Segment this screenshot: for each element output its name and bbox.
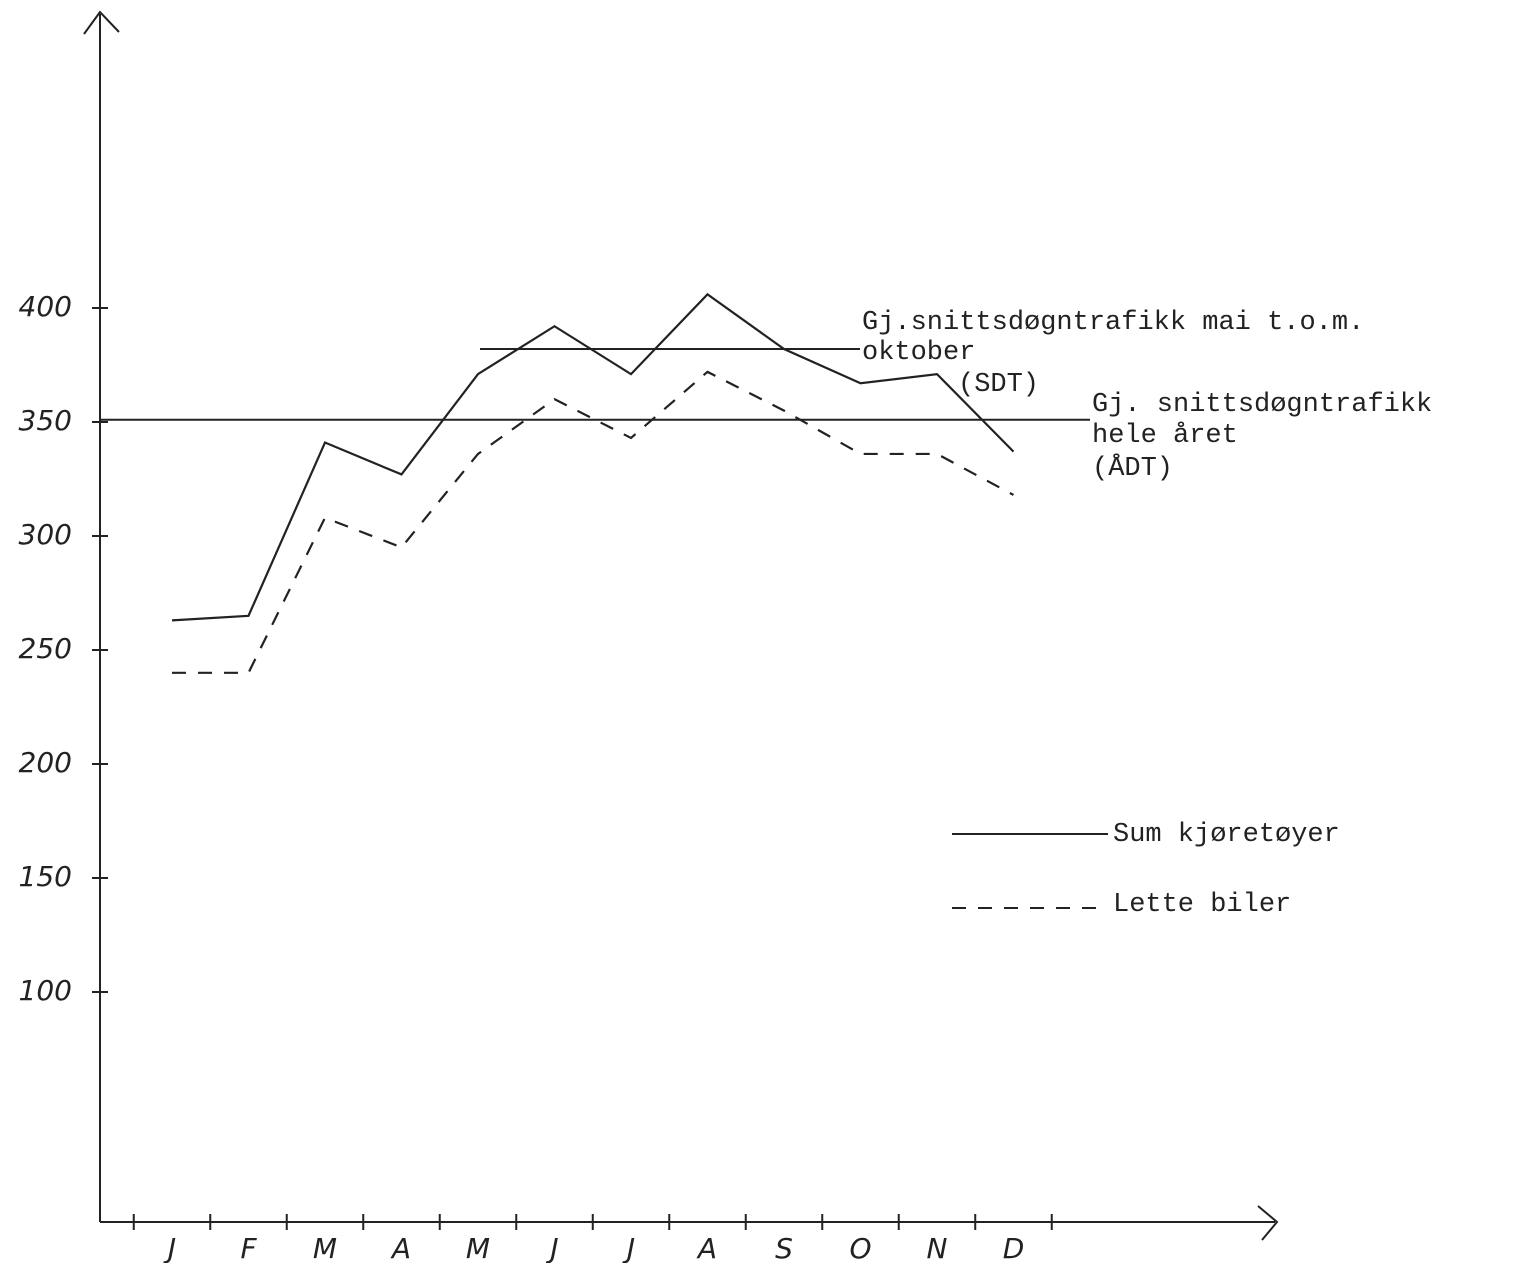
reference-label: (SDT) — [958, 370, 1039, 400]
legend-label: Lette biler — [1113, 890, 1291, 920]
legend-label: Sum kjøretøyer — [1113, 820, 1340, 850]
y-tick-label: 350 — [19, 404, 72, 437]
y-tick-label: 200 — [19, 746, 72, 779]
x-tick-label: M — [466, 1232, 490, 1263]
axes — [83, 10, 1279, 1241]
x-tick-label: D — [1003, 1232, 1025, 1263]
y-tick-label: 150 — [19, 860, 72, 893]
y-tick-label: 300 — [19, 518, 72, 551]
x-tick-label: O — [849, 1232, 871, 1263]
x-tick-label: A — [696, 1232, 717, 1263]
x-tick-label: J — [622, 1232, 635, 1263]
series-line — [172, 370, 1015, 674]
reference-label: Gj. snittsdøgntrafikk — [1092, 390, 1432, 420]
y-tick-label: 400 — [19, 290, 72, 323]
reference-label: (ÅDT) — [1092, 453, 1173, 484]
y-tick-label: 100 — [19, 974, 72, 1007]
reference-label: hele året — [1092, 421, 1238, 451]
x-tick-label: S — [775, 1232, 793, 1263]
x-tick-label: J — [163, 1232, 176, 1263]
y-tick-label: 250 — [19, 632, 72, 665]
reference-label: Gj.snittsdøgntrafikk mai t.o.m. — [862, 308, 1364, 338]
x-tick-label: A — [390, 1232, 411, 1263]
y-axis-arrow — [83, 10, 120, 35]
series-line — [171, 292, 1015, 622]
x-axis-arrow — [1257, 1205, 1279, 1241]
reference-label: oktober — [862, 338, 975, 368]
x-tick-label: F — [240, 1232, 257, 1263]
x-tick-label: N — [927, 1232, 948, 1263]
x-tick-label: J — [545, 1232, 558, 1263]
x-tick-label: M — [313, 1232, 337, 1263]
